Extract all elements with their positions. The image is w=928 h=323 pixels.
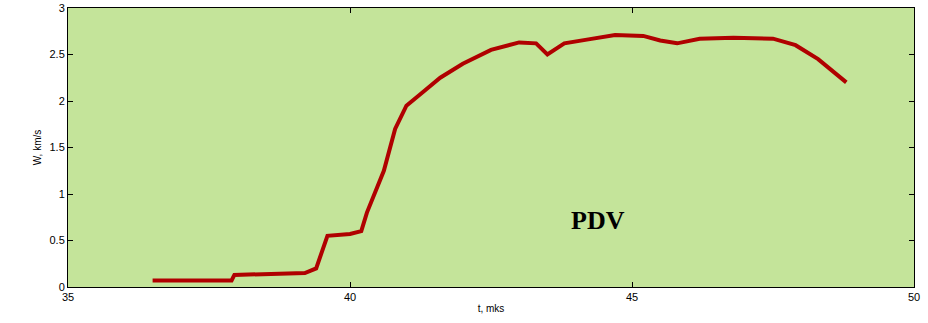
svg-text:2.5: 2.5 (50, 48, 65, 60)
svg-text:0: 0 (59, 281, 65, 293)
svg-text:PDV: PDV (571, 206, 625, 235)
svg-text:3: 3 (59, 2, 65, 14)
svg-text:35: 35 (62, 291, 74, 303)
svg-text:t, mks: t, mks (478, 303, 505, 314)
svg-text:2: 2 (59, 95, 65, 107)
svg-text:1.5: 1.5 (50, 141, 65, 153)
svg-text:1: 1 (59, 188, 65, 200)
svg-text:0.5: 0.5 (50, 234, 65, 246)
svg-text:W, km/s: W, km/s (32, 130, 43, 166)
svg-text:40: 40 (344, 291, 356, 303)
svg-text:50: 50 (908, 291, 920, 303)
svg-text:45: 45 (626, 291, 638, 303)
